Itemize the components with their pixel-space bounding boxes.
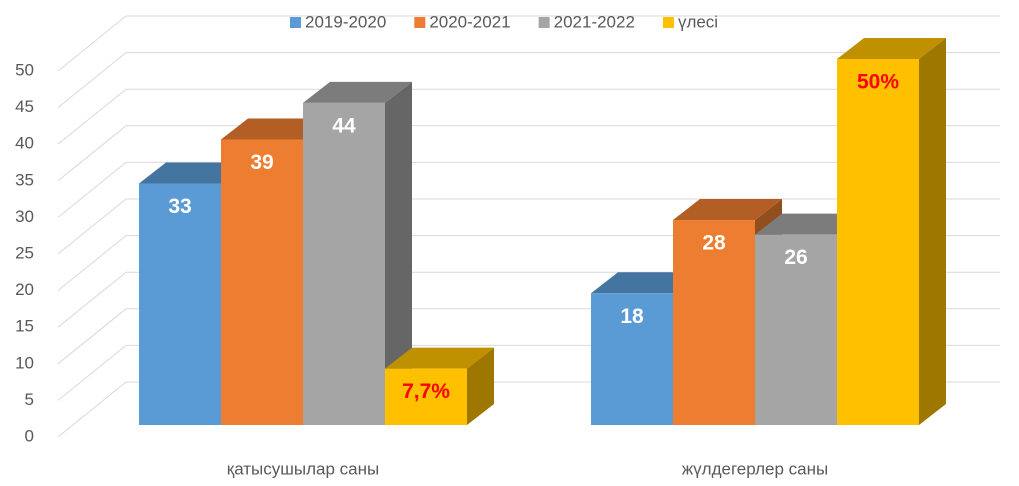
data-label: 28 bbox=[702, 232, 726, 255]
bar-top bbox=[591, 272, 700, 294]
bar-top bbox=[139, 162, 248, 184]
data-label: 39 bbox=[250, 151, 273, 174]
y-tick-label: 35 bbox=[15, 170, 34, 189]
grid-line bbox=[57, 88, 1000, 145]
bar bbox=[673, 220, 755, 425]
y-tick-label: 10 bbox=[15, 353, 34, 372]
legend-label: 2020-2021 bbox=[429, 12, 510, 31]
y-tick-label: 45 bbox=[15, 97, 34, 116]
y-tick-label: 40 bbox=[15, 134, 34, 153]
grid-line bbox=[57, 161, 1000, 218]
legend-label: үлесі bbox=[678, 12, 718, 31]
bar-top bbox=[837, 38, 946, 59]
data-label: 50% bbox=[857, 71, 899, 94]
legend-swatch bbox=[290, 17, 301, 28]
grid-line bbox=[57, 15, 1000, 72]
y-tick-label: 50 bbox=[15, 60, 34, 79]
y-tick-label: 20 bbox=[15, 280, 34, 299]
y-tick-label: 5 bbox=[25, 390, 34, 409]
grid-line bbox=[57, 198, 1000, 255]
y-tick-label: 25 bbox=[15, 243, 34, 262]
bar bbox=[591, 293, 673, 425]
bar-side bbox=[385, 81, 412, 426]
data-label: 33 bbox=[168, 195, 191, 218]
y-tick-label: 15 bbox=[15, 317, 34, 336]
data-label: 7,7% bbox=[402, 380, 450, 403]
bar bbox=[303, 102, 385, 426]
x-tick-label: қатысушылар саны bbox=[227, 459, 380, 478]
bar-side bbox=[919, 38, 946, 425]
bar-top bbox=[673, 199, 782, 221]
bar bbox=[755, 234, 837, 425]
data-label: 44 bbox=[332, 114, 356, 137]
legend-swatch bbox=[662, 17, 674, 28]
bar bbox=[385, 368, 467, 425]
x-tick-label: жүлдегерлер саны bbox=[682, 459, 828, 478]
bar-top bbox=[303, 81, 412, 103]
bar-side bbox=[467, 347, 494, 425]
legend-label: 2021-2022 bbox=[554, 12, 635, 31]
bar bbox=[837, 59, 919, 425]
grid-line bbox=[57, 52, 1000, 108]
bar bbox=[221, 139, 303, 425]
bar-top bbox=[755, 213, 864, 235]
bar-top bbox=[385, 347, 494, 369]
y-tick-label: 0 bbox=[25, 426, 34, 445]
grid-line bbox=[57, 125, 1000, 182]
legend-swatch bbox=[414, 17, 426, 28]
data-label: 18 bbox=[620, 305, 644, 328]
legend-label: 2019-2020 bbox=[305, 12, 386, 31]
bar-top bbox=[221, 118, 330, 140]
data-label: 26 bbox=[784, 246, 807, 269]
y-tick-label: 30 bbox=[15, 207, 34, 226]
bar bbox=[139, 183, 221, 425]
legend-swatch bbox=[538, 17, 550, 28]
